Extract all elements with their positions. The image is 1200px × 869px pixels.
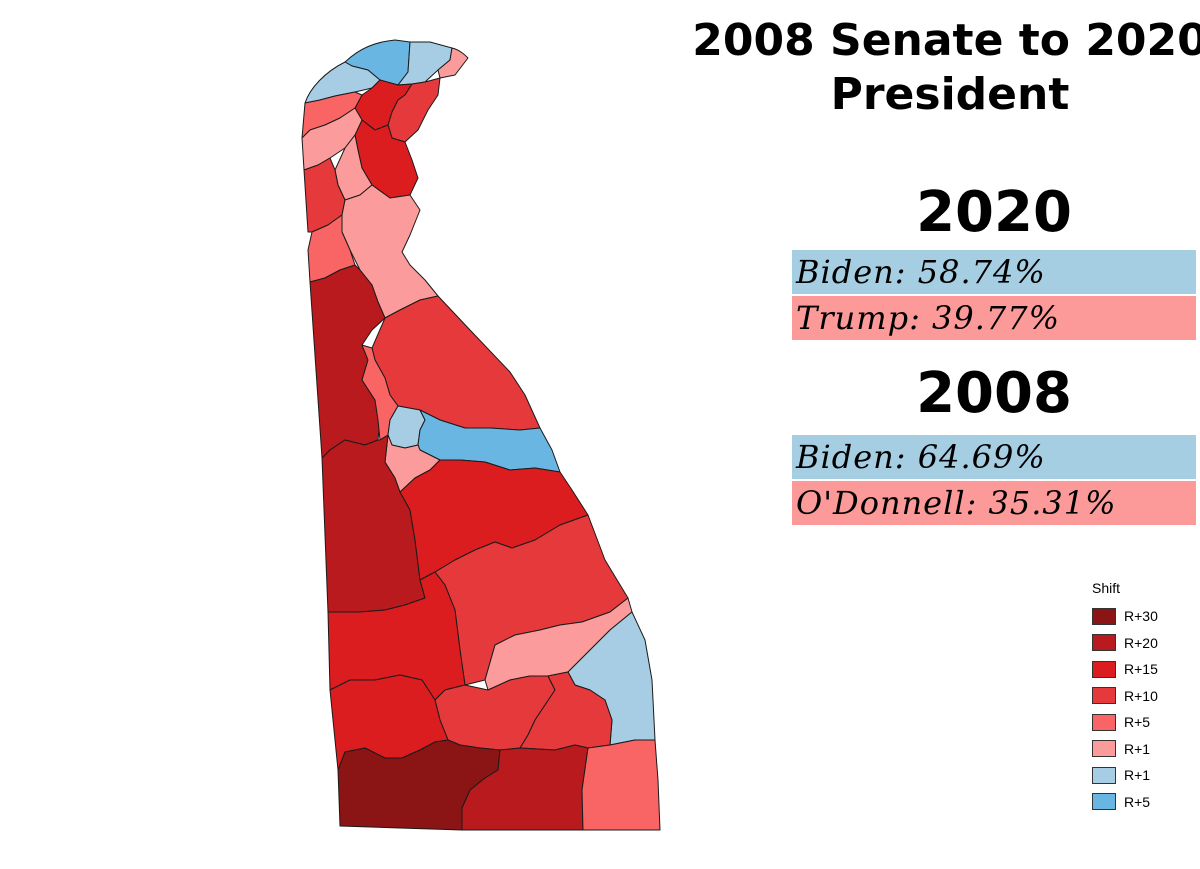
map-region [397,41,453,86]
legend-swatch [1092,793,1116,811]
legend-swatch [1092,713,1116,731]
map-title: 2008 Senate to 2020 President [690,14,1200,122]
map-region [461,744,589,831]
biden-2020-bar: Biden: 58.74% [792,250,1196,294]
candidate-name: O'Donnell [796,484,966,522]
map-legend: Shift R+30 R+20 R+15 R+10 R+5 R+1 R+1 R+5 [1092,580,1158,815]
title-line-2: President [830,69,1070,120]
legend-item: R+20 [1092,630,1158,657]
candidate-name: Biden [796,253,895,291]
candidate-name: Biden [796,438,895,476]
map-region [581,739,661,831]
candidate-pct: 58.74% [917,253,1046,291]
title-line-1: 2008 Senate to 2020 [692,15,1200,66]
legend-swatch [1092,634,1116,652]
legend-swatch [1092,607,1116,625]
legend-label: R+1 [1124,740,1151,757]
candidate-pct: 39.77% [932,299,1061,337]
map-region [437,47,469,79]
legend-item: R+1 [1092,762,1158,789]
year-2008-heading: 2008 [916,361,1072,426]
legend-item: R+15 [1092,656,1158,683]
candidate-pct: 35.31% [988,484,1117,522]
legend-label: R+5 [1124,793,1151,810]
legend-label: R+15 [1124,661,1158,678]
candidate-pct: 64.69% [917,438,1046,476]
legend-item: R+30 [1092,603,1158,630]
biden-2008-bar: Biden: 64.69% [792,435,1196,479]
legend-title: Shift [1092,580,1121,596]
legend-swatch [1092,740,1116,758]
legend-label: R+1 [1124,767,1151,784]
legend-swatch [1092,660,1116,678]
legend-label: R+20 [1124,634,1158,651]
trump-2020-bar: Trump: 39.77% [792,296,1196,340]
legend-item: R+5 [1092,709,1158,736]
legend-item: R+1 [1092,736,1158,763]
legend-item: R+10 [1092,683,1158,710]
legend-item: R+5 [1092,789,1158,816]
year-2020-heading: 2020 [916,180,1072,245]
candidate-name: Trump [796,299,910,337]
odonnell-2008-bar: O'Donnell: 35.31% [792,481,1196,525]
legend-label: R+5 [1124,714,1151,731]
legend-swatch [1092,687,1116,705]
legend-swatch [1092,766,1116,784]
legend-label: R+10 [1124,687,1158,704]
legend-label: R+30 [1124,608,1158,625]
